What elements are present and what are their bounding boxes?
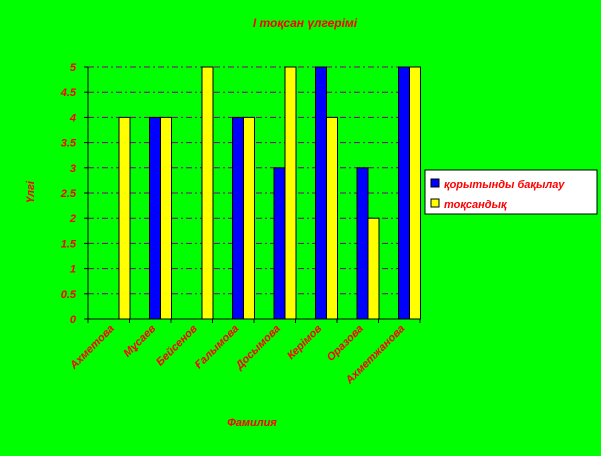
y-tick-label: 3.5 [61,138,77,150]
x-axis-title: Фамилия [227,417,277,429]
bar [398,66,410,320]
x-tick-label: Мұсаев [121,322,158,359]
y-axis-title: Үлгі [25,180,37,203]
legend-swatch [430,178,440,188]
bar [356,167,369,320]
bars [118,66,421,320]
bar [201,66,214,320]
chart-title: І тоқсан үлгерімі [253,16,358,30]
legend-box [424,169,598,215]
bar [232,116,244,320]
x-tick-label: Ахметова [67,323,117,373]
bar [118,116,131,320]
legend-label: тоқсандық [444,199,508,211]
bar [243,116,255,320]
y-tick-label: 0.5 [61,289,77,301]
legend-swatch [430,198,440,208]
bar [284,66,297,320]
y-tick-label: 1.5 [61,238,77,250]
y-tick-label: 2 [69,213,76,225]
y-tick-label: 1 [70,264,76,276]
bar [367,217,380,320]
y-tick-label: 2.5 [60,188,77,200]
x-tick-label: Досымова [233,323,283,373]
bar [409,66,421,320]
legend: қорытынды бақылау тоқсандық [424,169,598,215]
bar [160,116,172,320]
y-tick-label: 0 [70,314,77,326]
y-tick-label: 5 [70,62,77,74]
bar [326,116,338,320]
y-tick-label: 4 [69,112,76,124]
y-tick-label: 4.5 [60,87,77,99]
legend-label: қорытынды бақылау [444,179,565,191]
x-tick-label: Оразова [325,323,366,364]
bar [273,167,286,320]
bar [315,66,327,320]
y-tick-label: 3 [70,163,76,175]
x-tick-label: Керімов [285,322,325,362]
bar [149,116,161,320]
